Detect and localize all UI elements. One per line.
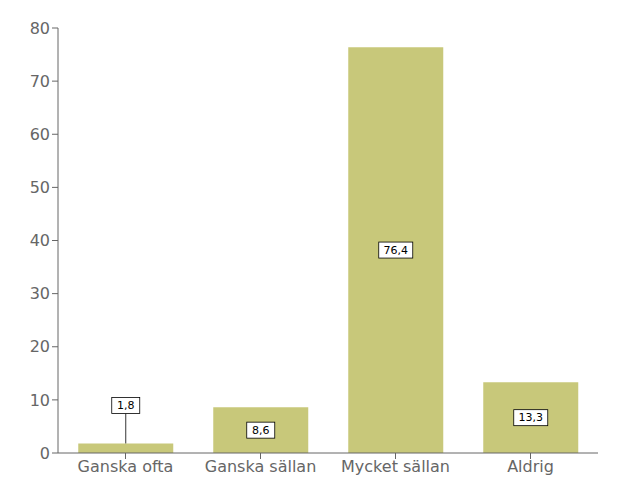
svg-text:Ganska ofta: Ganska ofta: [78, 457, 174, 476]
svg-text:10: 10: [30, 391, 50, 410]
svg-text:Ganska sällan: Ganska sällan: [205, 457, 317, 476]
svg-text:60: 60: [30, 125, 50, 144]
svg-text:76,4: 76,4: [384, 244, 409, 257]
svg-text:8,6: 8,6: [252, 424, 270, 437]
svg-text:1,8: 1,8: [117, 399, 135, 412]
svg-text:80: 80: [30, 19, 50, 38]
svg-text:Aldrig: Aldrig: [507, 457, 554, 476]
svg-text:30: 30: [30, 284, 50, 303]
svg-text:0: 0: [40, 444, 50, 463]
svg-text:40: 40: [30, 231, 50, 250]
svg-text:70: 70: [30, 72, 50, 91]
svg-text:13,3: 13,3: [519, 411, 544, 424]
svg-text:20: 20: [30, 337, 50, 356]
svg-text:50: 50: [30, 178, 50, 197]
svg-text:Mycket sällan: Mycket sällan: [341, 457, 450, 476]
